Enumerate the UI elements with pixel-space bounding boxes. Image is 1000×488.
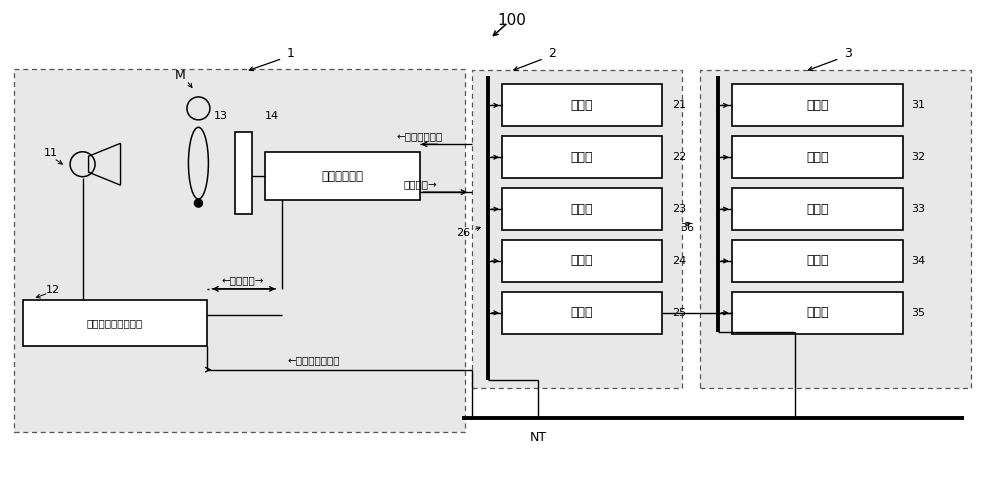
Text: 显示部: 显示部 [571,254,593,267]
Text: 显示部: 显示部 [806,254,829,267]
Text: ←图像读取条件: ←图像读取条件 [397,131,443,142]
Text: 14: 14 [265,111,279,122]
Text: 32: 32 [911,152,926,162]
Text: ←放射线照射条件: ←放射线照射条件 [288,356,340,366]
Text: 21: 21 [672,101,686,110]
Bar [502,188,662,230]
Text: 34: 34 [911,256,926,266]
Bar [502,136,662,178]
Text: 100: 100 [498,13,526,28]
Text: 24: 24 [672,256,686,266]
Bar [472,70,682,387]
Text: 33: 33 [911,204,925,214]
Bar [14,68,465,432]
Text: 控制部: 控制部 [571,99,593,112]
Text: 操作部: 操作部 [571,203,593,216]
Text: NT: NT [529,431,547,445]
Bar [23,300,207,346]
Text: 操作部: 操作部 [806,203,829,216]
Text: 13: 13 [213,111,227,122]
Text: 35: 35 [911,308,925,318]
Text: 控制部: 控制部 [806,99,829,112]
Text: 26: 26 [456,228,470,238]
Text: 图像数据→: 图像数据→ [403,179,437,189]
Text: M: M [175,69,186,82]
Text: 3: 3 [844,47,851,60]
Text: 25: 25 [672,308,686,318]
Text: 存储部: 存储部 [806,151,829,164]
Text: 2: 2 [548,47,556,60]
Text: 存储部: 存储部 [571,151,593,164]
Text: 23: 23 [672,204,686,214]
Text: 读取控制装置: 读取控制装置 [322,170,364,183]
Bar [732,292,903,334]
Bar [732,240,903,282]
Text: 31: 31 [911,101,925,110]
Bar [235,132,252,214]
Text: 11: 11 [44,148,58,158]
Bar [265,152,420,200]
Text: 22: 22 [672,152,686,162]
Bar [732,188,903,230]
Text: 1: 1 [286,47,294,60]
Text: 通信部: 通信部 [806,306,829,319]
Circle shape [194,199,202,207]
Bar [502,292,662,334]
Bar [502,84,662,126]
Text: 通信部: 通信部 [571,306,593,319]
Text: 12: 12 [46,285,60,295]
Bar [732,84,903,126]
Text: 放射线照射控制装置: 放射线照射控制装置 [87,318,143,328]
Text: ←同步信号→: ←同步信号→ [222,275,264,285]
Bar [732,136,903,178]
Bar [700,70,971,387]
Text: 36: 36 [680,223,694,233]
Bar [502,240,662,282]
